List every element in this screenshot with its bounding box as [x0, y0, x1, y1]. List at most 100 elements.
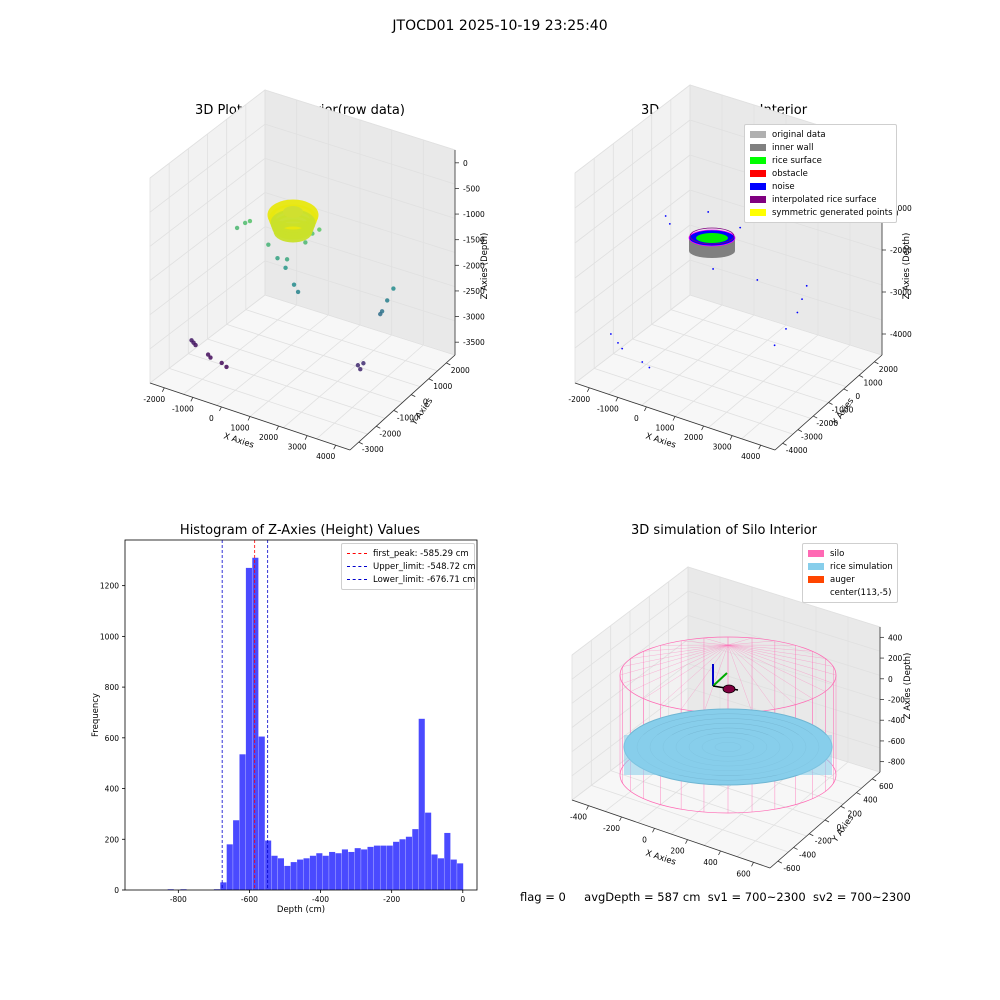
legend-swatch — [750, 131, 766, 138]
y-tick-label: 1000 — [100, 632, 119, 641]
silo-roof-wire — [630, 644, 729, 659]
legend-label: Upper_limit: -548.72 cm — [373, 561, 476, 572]
legend-item: first_peak: -585.29 cm — [347, 547, 469, 560]
y-tick-mark — [840, 805, 845, 809]
silo-roof-wire — [727, 644, 776, 710]
legend-swatch — [808, 576, 824, 583]
x-tick-label: 2000 — [259, 433, 278, 442]
y-tick-label: -3000 — [362, 445, 384, 454]
histogram-bar — [412, 829, 419, 890]
legend-label: noise — [772, 181, 795, 192]
legend-swatch — [750, 144, 766, 151]
y-axis-label: Y Axies — [830, 813, 857, 845]
silo-roof-wire — [727, 644, 826, 659]
histogram-bar — [245, 567, 252, 890]
x-tick-mark — [652, 828, 655, 833]
data-point — [234, 225, 240, 231]
data-point — [295, 289, 301, 295]
histogram-bar — [309, 855, 316, 890]
axis-y-arrow — [712, 672, 728, 687]
noise-point — [805, 284, 808, 287]
plot4-legend: silo rice simulation auger center(113,-5) — [802, 543, 898, 603]
histogram-bar — [271, 855, 278, 890]
silo-roof-wire — [703, 644, 729, 713]
x-tick-mark — [751, 862, 754, 867]
grid-line — [571, 590, 689, 680]
histogram-bar — [341, 849, 348, 890]
z-tick-label: -2000 — [890, 246, 912, 255]
legend-label: obstacle — [772, 168, 808, 179]
grid-line — [264, 89, 456, 151]
histogram-bar — [226, 844, 233, 890]
data-point — [358, 366, 363, 372]
x-tick-label: 3000 — [288, 443, 307, 452]
legend-label: Lower_limit: -676.71 cm — [373, 574, 476, 585]
silo-roof-wire — [681, 640, 729, 646]
y-tick-mark — [376, 425, 381, 429]
histogram-bar — [233, 820, 240, 890]
z-tick-label: -1000 — [463, 210, 485, 219]
grid-line — [741, 344, 851, 440]
data-point — [284, 257, 290, 262]
silo-roof-wire — [727, 644, 837, 676]
noise-point — [773, 344, 776, 347]
z-tick-label: -3000 — [463, 313, 485, 322]
x-axis-label: Depth (cm) — [277, 905, 325, 915]
grid-line — [574, 84, 691, 174]
grid-line — [316, 344, 424, 440]
legend-item: auger — [808, 573, 892, 586]
silo-roof-wire — [643, 644, 729, 699]
noise-point — [609, 333, 612, 335]
legend-item: silo — [808, 547, 892, 560]
z-tick-label: 400 — [888, 633, 903, 642]
silo-roof-wire — [727, 644, 796, 705]
plot1-3d-scatter: -2000 -1000 0 1000 2000 3000 4000 -3000 -2000 -10… — [143, 88, 490, 461]
silo-roof-wire — [727, 644, 834, 684]
x-tick-label: 3000 — [713, 443, 732, 452]
legend-line-first-peak — [347, 553, 367, 554]
histogram-bar — [277, 858, 284, 890]
plot4-title: 3D simulation of Silo Interior — [631, 523, 817, 538]
histogram-bar — [399, 839, 406, 890]
rice-surface — [696, 233, 728, 243]
y-tick-label: -4000 — [786, 446, 808, 455]
noise-point — [668, 223, 671, 225]
histogram-bar — [405, 836, 412, 890]
plot3-legend: first_peak: -585.29 cm Upper_limit: -548… — [341, 543, 476, 590]
silo-roof-wire — [703, 637, 729, 646]
z-tick-label: -800 — [888, 758, 905, 767]
x-tick-mark — [247, 416, 251, 421]
grid-line — [149, 123, 266, 213]
flag-text: flag = 0 — [520, 890, 566, 904]
noise-point — [712, 268, 714, 270]
noise-point — [641, 361, 644, 363]
x-tick-mark — [758, 445, 762, 450]
noise-point — [707, 211, 710, 213]
data-point — [205, 352, 211, 357]
legend-item: obstacle — [750, 167, 891, 180]
histogram-bar — [367, 846, 374, 890]
z-tick-label: -600 — [888, 737, 905, 746]
z-axis-label: Z Axies (Depth) — [903, 653, 913, 720]
histogram-bar — [348, 851, 355, 890]
y-tick-mark — [856, 792, 861, 795]
histogram-bar — [316, 853, 323, 890]
x-tick-mark — [333, 445, 337, 450]
y-tick-mark — [793, 847, 798, 850]
histogram-bar — [393, 841, 400, 890]
plot4-3d-simulation: -400-2000200400600-600-400-2000200400600… — [570, 565, 913, 878]
histogram-bar — [425, 812, 432, 890]
histogram-bar — [252, 557, 259, 890]
x-tick-label: 0 — [209, 414, 214, 423]
x-tick-mark — [190, 397, 194, 402]
histogram-bar — [220, 882, 227, 890]
y-tick-label: 0 — [855, 392, 860, 401]
histogram-bar — [418, 718, 425, 890]
y-tick-mark — [782, 442, 787, 446]
x-tick-label: -800 — [170, 895, 187, 904]
y-tick-mark — [824, 819, 830, 823]
data-point — [378, 311, 383, 317]
x-tick-mark — [586, 805, 589, 810]
x-tick-mark — [718, 850, 721, 856]
silo-roof-wire — [727, 644, 826, 692]
